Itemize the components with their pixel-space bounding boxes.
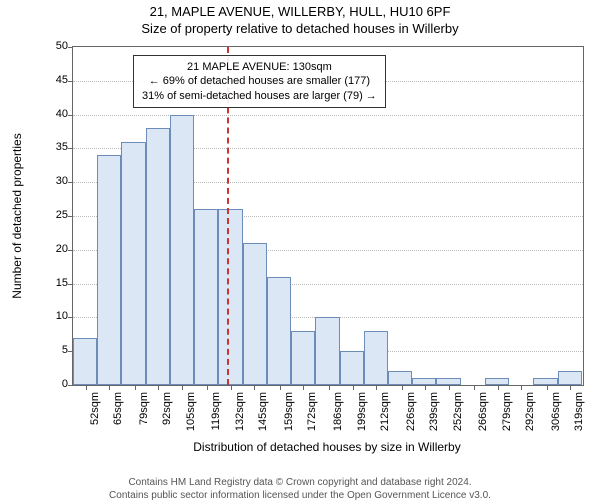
histogram-bar [412,378,436,385]
x-tick-mark [231,385,232,390]
x-tick-mark [376,385,377,390]
x-tick-mark [135,385,136,390]
histogram-bar [194,209,218,385]
histogram-bar [291,331,315,385]
x-tick-label: 79sqm [138,392,150,425]
histogram-bar [364,331,388,385]
x-tick-mark [182,385,183,390]
x-tick-label: 306sqm [550,392,562,431]
histogram-chart: Number of detached properties 21 MAPLE A… [48,46,584,424]
page-title-address: 21, MAPLE AVENUE, WILLERBY, HULL, HU10 6… [0,4,600,19]
x-axis-label: Distribution of detached houses by size … [72,440,582,454]
x-tick-mark [280,385,281,390]
annotation-line2: ← 69% of detached houses are smaller (17… [142,74,377,88]
histogram-bar [170,115,194,385]
x-tick-label: 279sqm [501,392,513,431]
y-tick-mark [68,216,73,217]
annotation-line3: 31% of semi-detached houses are larger (… [142,89,377,103]
x-tick-mark [474,385,475,390]
y-axis-label: Number of detached properties [10,133,24,298]
x-tick-label: 159sqm [283,392,295,431]
y-tick-mark [68,148,73,149]
footer-line2: Contains public sector information licen… [0,490,600,503]
y-tick-label: 0 [48,378,68,390]
y-tick-mark [68,250,73,251]
y-tick-label: 40 [48,108,68,120]
annotation-box: 21 MAPLE AVENUE: 130sqm ← 69% of detache… [133,55,386,108]
y-tick-label: 10 [48,310,68,322]
page-subtitle: Size of property relative to detached ho… [0,21,600,36]
x-tick-mark [303,385,304,390]
x-tick-mark [449,385,450,390]
x-tick-mark [521,385,522,390]
x-tick-label: 252sqm [452,392,464,431]
y-tick-label: 30 [48,175,68,187]
histogram-bar [73,338,97,385]
y-tick-mark [68,317,73,318]
x-tick-label: 186sqm [332,392,344,431]
x-tick-label: 212sqm [379,392,391,431]
x-tick-label: 266sqm [477,392,489,431]
x-tick-label: 239sqm [428,392,440,431]
y-tick-mark [68,115,73,116]
y-tick-mark [68,182,73,183]
x-tick-mark [498,385,499,390]
y-tick-mark [68,47,73,48]
histogram-bar [121,142,145,385]
x-tick-mark [207,385,208,390]
x-tick-label: 52sqm [89,392,101,425]
y-tick-mark [68,385,73,386]
histogram-bar [485,378,509,385]
histogram-bar [97,155,121,385]
histogram-bar [436,378,460,385]
x-tick-label: 172sqm [306,392,318,431]
x-tick-label: 132sqm [234,392,246,431]
y-tick-label: 15 [48,277,68,289]
x-tick-label: 292sqm [524,392,536,431]
y-tick-label: 50 [48,40,68,52]
annotation-line1: 21 MAPLE AVENUE: 130sqm [142,60,377,74]
y-tick-label: 20 [48,243,68,255]
x-tick-mark [158,385,159,390]
histogram-bar [340,351,364,385]
histogram-bar [146,128,170,385]
histogram-bar [558,371,582,385]
x-tick-mark [425,385,426,390]
footer-line1: Contains HM Land Registry data © Crown c… [0,477,600,490]
gridline [73,115,583,116]
histogram-bar [315,317,339,385]
x-tick-label: 65sqm [112,392,124,425]
x-tick-mark [329,385,330,390]
y-tick-label: 45 [48,74,68,86]
x-tick-mark [353,385,354,390]
x-tick-mark [402,385,403,390]
histogram-bar [267,277,291,385]
x-tick-label: 199sqm [356,392,368,431]
x-tick-mark [547,385,548,390]
footer-attribution: Contains HM Land Registry data © Crown c… [0,477,600,502]
y-tick-label: 35 [48,141,68,153]
x-tick-mark [254,385,255,390]
x-tick-mark [109,385,110,390]
histogram-bar [243,243,267,385]
x-tick-label: 119sqm [210,392,222,430]
x-tick-label: 92sqm [161,392,173,425]
histogram-bar [218,209,242,385]
y-tick-mark [68,284,73,285]
y-tick-label: 25 [48,209,68,221]
x-tick-label: 105sqm [185,392,197,431]
x-tick-label: 145sqm [257,392,269,431]
x-tick-label: 319sqm [573,392,585,431]
histogram-bar [388,371,412,385]
x-tick-mark [570,385,571,390]
histogram-bar [533,378,557,385]
y-tick-label: 5 [48,344,68,356]
plot-area: 21 MAPLE AVENUE: 130sqm ← 69% of detache… [72,46,584,386]
x-tick-mark [86,385,87,390]
x-tick-label: 226sqm [405,392,417,431]
y-tick-mark [68,81,73,82]
